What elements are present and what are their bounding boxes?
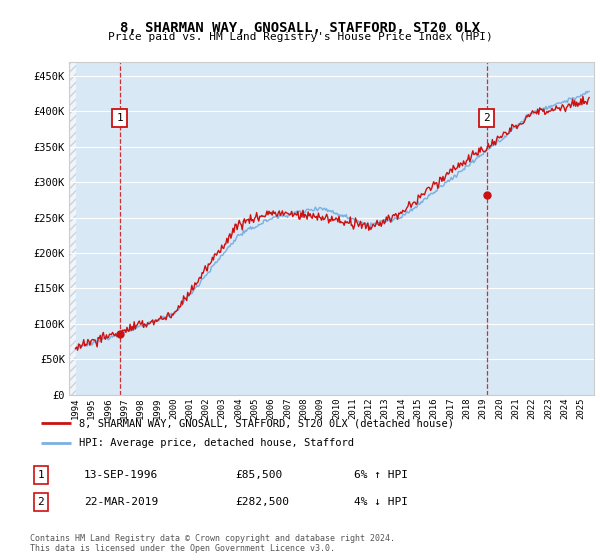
Bar	[69, 62, 76, 395]
Text: 1: 1	[116, 113, 123, 123]
Text: 8, SHARMAN WAY, GNOSALL, STAFFORD, ST20 0LX: 8, SHARMAN WAY, GNOSALL, STAFFORD, ST20 …	[120, 21, 480, 35]
Text: £85,500: £85,500	[235, 470, 283, 480]
Text: 6% ↑ HPI: 6% ↑ HPI	[354, 470, 408, 480]
Text: Price paid vs. HM Land Registry's House Price Index (HPI): Price paid vs. HM Land Registry's House …	[107, 32, 493, 43]
Text: 8, SHARMAN WAY, GNOSALL, STAFFORD, ST20 0LX (detached house): 8, SHARMAN WAY, GNOSALL, STAFFORD, ST20 …	[79, 418, 454, 428]
Text: £282,500: £282,500	[235, 497, 289, 507]
Text: 13-SEP-1996: 13-SEP-1996	[84, 470, 158, 480]
Text: 2: 2	[37, 497, 44, 507]
Text: 22-MAR-2019: 22-MAR-2019	[84, 497, 158, 507]
Text: 4% ↓ HPI: 4% ↓ HPI	[354, 497, 408, 507]
Text: HPI: Average price, detached house, Stafford: HPI: Average price, detached house, Staf…	[79, 438, 353, 448]
Text: Contains HM Land Registry data © Crown copyright and database right 2024.
This d: Contains HM Land Registry data © Crown c…	[30, 534, 395, 553]
Text: 2: 2	[484, 113, 490, 123]
Text: 1: 1	[37, 470, 44, 480]
